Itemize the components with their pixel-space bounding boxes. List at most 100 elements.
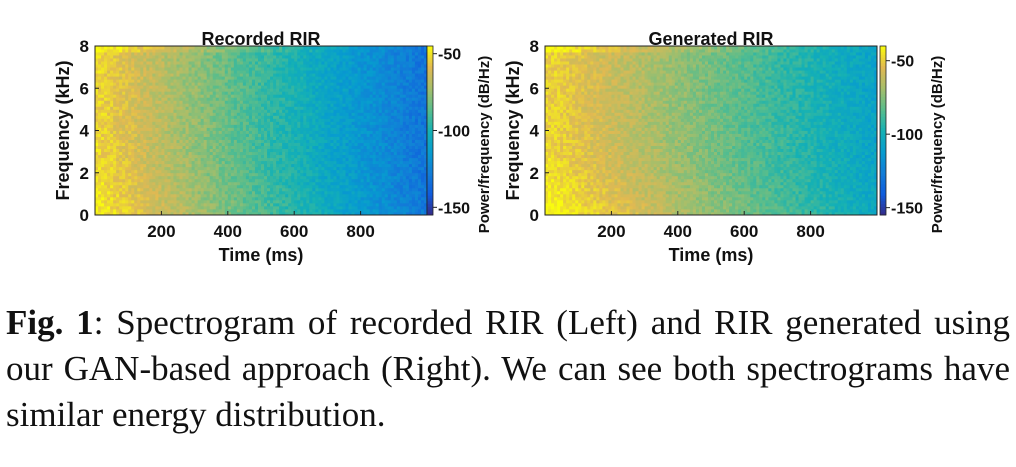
colorbar-segment	[427, 158, 433, 162]
colorbar-segment	[880, 158, 886, 162]
colorbar-segment	[880, 76, 886, 81]
colorbar-segment	[880, 79, 886, 84]
x-tick-label: 600	[730, 222, 758, 241]
colorbar-segment	[880, 93, 886, 98]
colorbar-segment	[880, 65, 886, 69]
x-axis-label: Time (ms)	[669, 245, 754, 265]
colorbar-segment	[427, 79, 433, 84]
colorbar-frame	[879, 45, 887, 216]
colorbar-segment	[880, 113, 886, 117]
y-tick-label: 4	[530, 122, 540, 141]
colorbar-label: Power/frequency (dB/Hz)	[929, 56, 946, 234]
colorbar-segment	[880, 119, 886, 123]
colorbar-segment	[880, 206, 886, 210]
y-tick-label: 6	[80, 79, 89, 98]
colorbar-segment	[427, 161, 433, 165]
y-tick-label: 2	[530, 164, 539, 183]
colorbar-tick-label: -100	[891, 127, 923, 144]
colorbar-segment	[880, 116, 886, 120]
colorbar-tick-label: -150	[891, 201, 923, 218]
colorbar: -50 -100 -150 Power/frequency (dB/Hz)	[426, 45, 493, 233]
colorbar-segment	[427, 136, 433, 140]
colorbar-segment	[427, 76, 433, 81]
chart-title: Generated RIR	[648, 29, 773, 49]
colorbar-segment	[427, 172, 433, 176]
colorbar-segment	[427, 71, 433, 75]
colorbar-segment	[880, 141, 886, 145]
spectrogram-cells	[545, 46, 878, 216]
y-tick-label: 2	[80, 164, 89, 183]
colorbar-segment	[880, 99, 886, 103]
colorbar-segment	[427, 150, 433, 154]
colorbar: -50 -100 -150 Power/frequency (dB/Hz)	[879, 45, 946, 234]
colorbar-segment	[880, 51, 886, 55]
colorbar-segment	[427, 88, 433, 92]
colorbar-segment	[427, 124, 433, 129]
colorbar-segment	[427, 167, 433, 171]
colorbar-segment	[880, 184, 886, 188]
colorbar-segment	[427, 130, 433, 134]
colorbar-segment	[880, 181, 886, 185]
colorbar-segment	[880, 169, 886, 174]
colorbar-segment	[880, 57, 886, 61]
colorbar-tick-label: -150	[438, 200, 470, 217]
y-tick-label: 8	[530, 37, 539, 56]
chart-title: Recorded RIR	[201, 29, 320, 49]
colorbar-segment	[427, 46, 433, 50]
colorbar-segment	[427, 60, 433, 64]
colorbar-segment	[427, 82, 433, 86]
colorbar-segment	[427, 107, 433, 112]
colorbar-segment	[880, 46, 886, 50]
colorbar-segment	[880, 133, 886, 137]
colorbar-segment	[880, 62, 886, 67]
colorbar-segment	[427, 144, 433, 148]
colorbar-segment	[427, 209, 433, 213]
colorbar-segment	[880, 195, 886, 199]
colorbar-segment	[427, 181, 433, 185]
colorbar-segment	[427, 200, 433, 205]
spectrogram-generated: Generated RIR 200 400 600 800 Time (ms) 0 2 4 6 8F…	[503, 29, 946, 265]
x-tick-label: 800	[796, 222, 824, 241]
colorbar-segment	[880, 161, 886, 165]
spectrogram-cells	[95, 46, 428, 216]
colorbar-segment	[880, 110, 886, 114]
x-tick-label: 600	[280, 222, 308, 241]
colorbar-segment	[427, 147, 433, 151]
caption-text: : Spectrogram of recorded RIR (Left) and…	[6, 303, 1010, 434]
colorbar-segment	[427, 122, 433, 126]
colorbar-segment	[427, 85, 433, 89]
colorbar-segment	[427, 212, 433, 216]
colorbar-segment	[427, 175, 433, 179]
colorbar-segment	[880, 186, 886, 191]
colorbar-segment	[427, 184, 433, 188]
colorbar-segment	[880, 130, 886, 134]
colorbar-segment	[427, 110, 433, 114]
colorbar-segment	[427, 54, 433, 58]
colorbar-segment	[880, 124, 886, 129]
x-tick-label: 200	[597, 222, 625, 241]
y-axis-label: Frequency (kHz)	[503, 60, 523, 200]
colorbar-segment	[880, 122, 886, 126]
colorbar-segment	[427, 99, 433, 103]
colorbar-segment	[427, 169, 433, 174]
colorbar-segment	[880, 136, 886, 140]
colorbar-segment	[427, 192, 433, 196]
colorbar-segment	[427, 62, 433, 67]
colorbar-segment	[427, 57, 433, 61]
x-tick-label: 800	[346, 222, 374, 241]
colorbar-segment	[880, 107, 886, 112]
colorbar-segment	[427, 198, 433, 202]
spectrogram-recorded: Recorded RIR 200 400 600 800 Time (ms) 0 2 4 6 8 Fr…	[53, 29, 493, 265]
y-tick-label: 0	[80, 206, 89, 225]
caption-label: Fig. 1	[6, 303, 94, 342]
colorbar-segment	[880, 82, 886, 86]
colorbar-segment	[880, 175, 886, 179]
colorbar-segment	[880, 144, 886, 148]
colorbar-segment	[427, 48, 433, 53]
colorbar-segment	[880, 189, 886, 193]
colorbar-segment	[427, 155, 433, 160]
x-axis-label: Time (ms)	[219, 245, 304, 265]
colorbar-segment	[427, 127, 433, 131]
colorbar-segment	[427, 119, 433, 123]
colorbar-segment	[880, 203, 886, 207]
